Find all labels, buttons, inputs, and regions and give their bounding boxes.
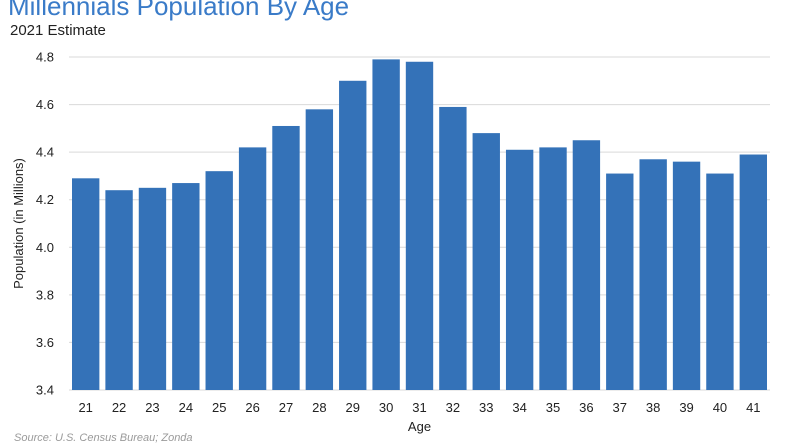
y-tick-label: 4.0 [36,240,54,255]
x-tick-label: 21 [78,400,92,415]
x-tick-label: 40 [713,400,727,415]
chart-subtitle: 2021 Estimate [10,22,106,39]
x-tick-label: 35 [546,400,560,415]
x-tick-label: 22 [112,400,126,415]
source-note: Source: U.S. Census Bureau; Zonda [14,432,193,444]
x-tick-label: 23 [145,400,159,415]
bar-age-34 [505,149,534,390]
x-tick-label: 26 [245,400,259,415]
bar-age-26 [238,147,267,390]
bar-age-35 [539,147,567,390]
bar-age-23 [138,187,167,390]
bar-age-40 [706,173,734,390]
x-tick-label: 29 [346,400,360,415]
x-tick-labels: 21 22 23 24 25 26 27 28 29 30 31 32 33 34 35 36 37 38 39 40… [78,400,760,415]
bar-age-29 [339,80,367,391]
bar-age-25 [205,171,233,390]
x-axis-title: Age [408,419,431,434]
bar-age-27 [272,125,300,390]
y-tick-label: 4.2 [36,192,54,207]
x-tick-label: 41 [746,400,760,415]
x-tick-label: 30 [379,400,393,415]
bar-age-30 [372,59,400,390]
y-tick-labels: 3.4 3.6 3.8 4.0 4.2 4.4 4.6 4.8 [36,50,54,398]
x-tick-label: 32 [446,400,460,415]
x-tick-label: 36 [579,400,593,415]
x-tick-label: 31 [412,400,426,415]
bar-age-24 [172,183,200,390]
bar-age-37 [606,173,634,390]
x-tick-label: 33 [479,400,493,415]
y-tick-label: 4.8 [36,50,54,65]
bar-age-32 [439,106,467,390]
bar-age-39 [672,161,701,390]
y-tick-label: 4.6 [36,97,54,112]
y-tick-label: 4.4 [36,145,54,160]
y-tick-label: 3.8 [36,287,54,302]
x-tick-label: 38 [646,400,660,415]
y-tick-label: 3.6 [36,335,54,350]
bars [72,59,767,391]
bar-age-33 [472,133,500,390]
bar-age-36 [572,140,601,390]
bar-age-21 [72,178,100,390]
x-tick-label: 24 [179,400,193,415]
x-tick-label: 28 [312,400,326,415]
bar-age-22 [105,190,133,390]
y-axis-title: Population (in Millions) [11,158,26,289]
bar-age-41 [739,154,767,390]
bar-age-28 [305,109,334,390]
x-tick-label: 37 [613,400,627,415]
x-tick-label: 27 [279,400,293,415]
bar-age-38 [639,159,667,390]
chart-title: Millennials Population By Age [8,0,350,21]
y-tick-label: 3.4 [36,383,54,398]
bar-age-31 [405,61,434,390]
x-tick-label: 25 [212,400,226,415]
x-tick-label: 39 [679,400,693,415]
x-tick-label: 34 [512,400,526,415]
